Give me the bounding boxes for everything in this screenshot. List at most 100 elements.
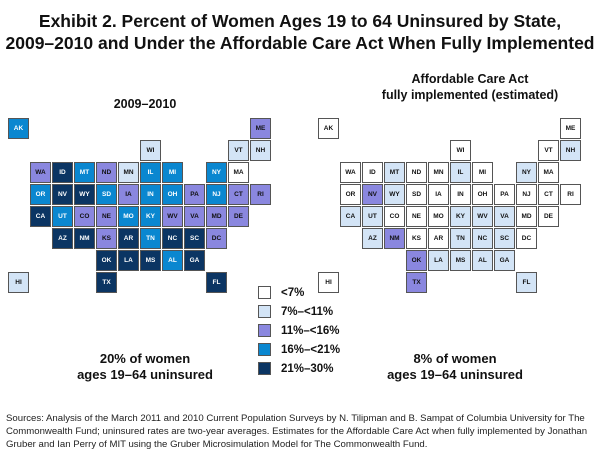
state-md: MD [206,206,227,227]
caption-aca: 8% of women ages 19–64 uninsured [350,351,560,383]
state-nd: ND [406,162,427,183]
state-ak: AK [318,118,339,139]
state-fl: FL [206,272,227,293]
caption-2009-2010: 20% of women ages 19–64 uninsured [40,351,250,383]
state-mo: MO [428,206,449,227]
state-nd: ND [96,162,117,183]
state-ms: MS [140,250,161,271]
caption-line: 8% of women [413,351,497,366]
heading-line: fully implemented (estimated) [381,88,559,102]
state-nh: NH [250,140,271,161]
state-nj: NJ [206,184,227,205]
state-de: DE [228,206,249,227]
state-ny: NY [206,162,227,183]
state-wi: WI [140,140,161,161]
state-ky: KY [140,206,161,227]
state-nc: NC [472,228,493,249]
legend-item: 11%–<16% [258,321,340,340]
heading-line: 2009–2010 [113,97,177,111]
legend-swatch [258,343,271,356]
title-line-2: 2009–2010 and Under the Affordable Care … [5,33,595,53]
state-ut: UT [362,206,383,227]
state-al: AL [472,250,493,271]
state-mi: MI [162,162,183,183]
state-mi: MI [472,162,493,183]
sources-note: Sources: Analysis of the March 2011 and … [6,413,588,450]
state-ar: AR [118,228,139,249]
heading-line: Affordable Care Act [411,72,529,86]
state-ks: KS [406,228,427,249]
state-id: ID [52,162,73,183]
state-wa: WA [340,162,361,183]
state-mo: MO [118,206,139,227]
state-vt: VT [228,140,249,161]
state-ma: MA [228,162,249,183]
legend-swatch [258,305,271,318]
state-ok: OK [406,250,427,271]
state-la: LA [118,250,139,271]
state-nv: NV [52,184,73,205]
state-wv: WV [472,206,493,227]
state-ca: CA [340,206,361,227]
legend-label: 21%–30% [281,362,334,375]
state-vt: VT [538,140,559,161]
state-ny: NY [516,162,537,183]
state-sd: SD [406,184,427,205]
state-wi: WI [450,140,471,161]
state-ia: IA [428,184,449,205]
state-tn: TN [450,228,471,249]
state-nv: NV [362,184,383,205]
legend-label: <7% [281,286,305,299]
state-fl: FL [516,272,537,293]
legend-label: 7%–<11% [281,305,334,318]
state-ak: AK [8,118,29,139]
state-al: AL [162,250,183,271]
legend-swatch [258,286,271,299]
legend-swatch [258,324,271,337]
exhibit-title: Exhibit 2. Percent of Women Ages 19 to 6… [0,10,600,54]
map-2009-2010: AK HI WA OR CA NV ID MT WY UT AZ CO NM ND SD NE KS OK TX MN… [8,118,272,294]
state-tx: TX [406,272,427,293]
state-or: OR [340,184,361,205]
legend: <7% 7%–<11% 11%–<16% 16%–<21% 21%–30% [258,283,340,378]
state-pa: PA [184,184,205,205]
state-oh: OH [472,184,493,205]
state-in: IN [140,184,161,205]
state-nm: NM [74,228,95,249]
title-line-1: Exhibit 2. Percent of Women Ages 19 to 6… [38,11,562,31]
state-pa: PA [494,184,515,205]
state-ma: MA [538,162,559,183]
state-ca: CA [30,206,51,227]
legend-item: 7%–<11% [258,302,340,321]
state-ct: CT [538,184,559,205]
state-dc: DC [206,228,227,249]
state-ut: UT [52,206,73,227]
state-or: OR [30,184,51,205]
state-dc: DC [516,228,537,249]
state-il: IL [450,162,471,183]
state-me: ME [560,118,581,139]
state-ar: AR [428,228,449,249]
legend-label: 11%–<16% [281,324,340,337]
state-in: IN [450,184,471,205]
state-hi: HI [318,272,339,293]
state-tn: TN [140,228,161,249]
state-md: MD [516,206,537,227]
state-mt: MT [74,162,95,183]
state-sd: SD [96,184,117,205]
state-mt: MT [384,162,405,183]
state-ok: OK [96,250,117,271]
legend-label: 16%–<21% [281,343,341,356]
state-ks: KS [96,228,117,249]
caption-line: 20% of women [99,351,191,366]
state-ia: IA [118,184,139,205]
state-nh: NH [560,140,581,161]
state-hi: HI [8,272,29,293]
state-la: LA [428,250,449,271]
state-mn: MN [118,162,139,183]
state-co: CO [74,206,95,227]
state-wy: WY [384,184,405,205]
state-ri: RI [560,184,581,205]
state-ms: MS [450,250,471,271]
state-de: DE [538,206,559,227]
